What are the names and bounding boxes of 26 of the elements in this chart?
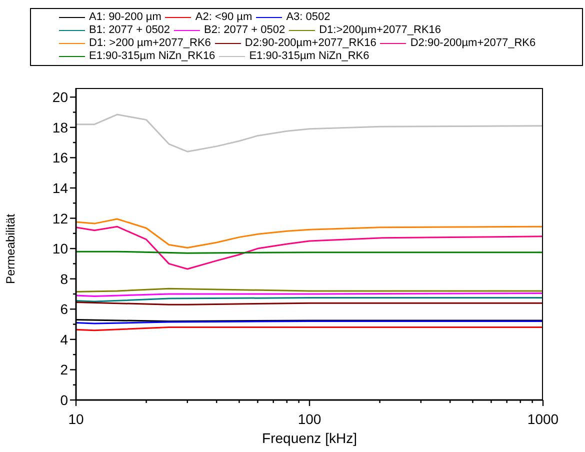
y-tick-label: 16	[52, 150, 68, 166]
y-tick-label: 8	[60, 270, 68, 287]
y-tick-label: 6	[60, 301, 68, 318]
legend-label: B2: 2077 + 0502	[203, 24, 286, 37]
y-tick-label: 0	[60, 392, 68, 408]
x-tick-label: 100	[298, 411, 322, 427]
legend-label: D2:90-200µm+2077_RK6	[409, 37, 536, 50]
x-axis-title: Frequenz [kHz]	[262, 430, 357, 446]
legend-label: A2: <90 µm	[194, 11, 252, 24]
y-tick-label: 18	[52, 119, 68, 136]
y-tick-label: 20	[52, 89, 68, 106]
y-tick-label: 2	[60, 362, 68, 378]
legend-label: D2:90-200µm+2077_RK16	[244, 37, 376, 50]
y-tick-label: 12	[52, 210, 68, 226]
legend-label: E1:90-315µm NiZn_RK6	[248, 50, 370, 63]
legend-label: E1:90-315µm NiZn_RK16	[88, 50, 216, 63]
legend-label: A3: 0502	[285, 11, 330, 24]
legend-label: B1: 2077 + 0502	[88, 24, 170, 37]
y-tick-label: 4	[60, 331, 68, 348]
y-tick-label: 14	[52, 180, 68, 196]
legend-label: A1: 90-200 µm	[88, 11, 162, 24]
legend-label: D1: >200 µm+2077_RK6	[88, 37, 211, 50]
y-axis-title: Permeabilität	[3, 213, 18, 284]
y-tick-label: 10	[52, 240, 68, 257]
x-tick-label: 1000	[527, 411, 559, 427]
legend-label: D1:>200µm+2077_RK16	[318, 24, 442, 37]
